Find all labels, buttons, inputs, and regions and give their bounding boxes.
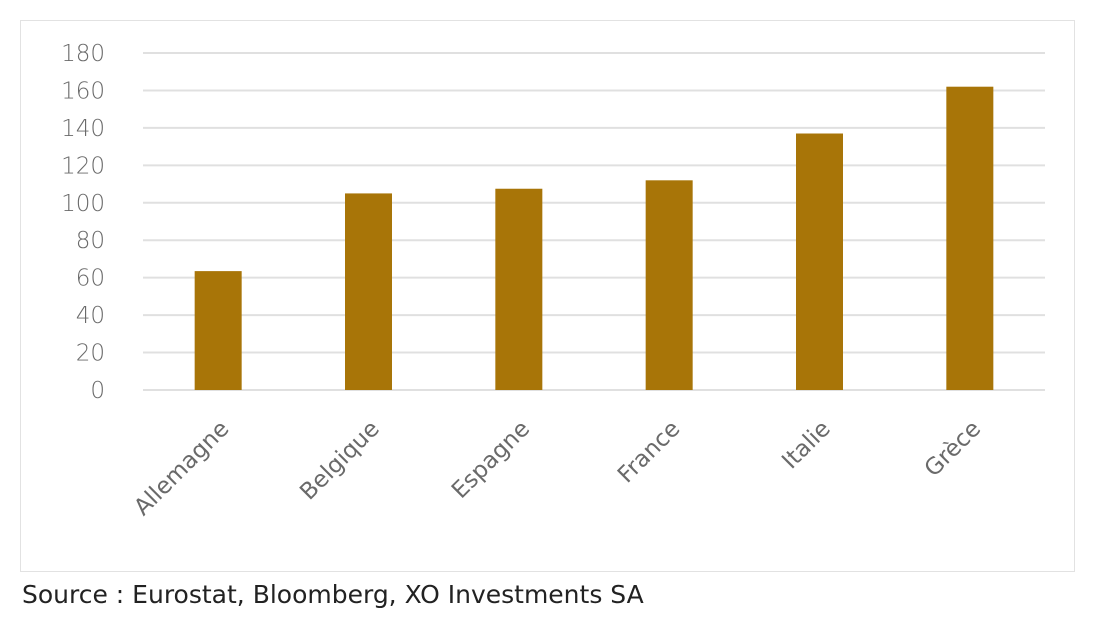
x-category-label: Grèce	[920, 416, 986, 482]
x-category-label: Allemagne	[129, 416, 234, 521]
x-category-label: France	[613, 416, 685, 488]
bar	[495, 188, 543, 390]
y-tick-label: 140	[61, 116, 105, 142]
bar	[946, 86, 994, 390]
bar	[796, 133, 843, 390]
y-tick-label: 20	[76, 341, 105, 367]
y-tick-label: 80	[76, 228, 105, 254]
y-tick-label: 120	[61, 153, 105, 179]
source-note: Source : Eurostat, Bloomberg, XO Investm…	[22, 580, 644, 609]
y-tick-label: 100	[61, 191, 105, 217]
y-tick-label: 180	[61, 41, 105, 67]
chart-frame	[20, 20, 1075, 572]
bar	[645, 180, 693, 390]
bar	[345, 193, 392, 390]
y-tick-label: 0	[90, 378, 105, 404]
x-category-label: Italie	[777, 416, 836, 475]
y-tick-label: 60	[76, 266, 105, 292]
x-category-label: Belgique	[295, 416, 385, 506]
y-tick-label: 160	[61, 78, 105, 104]
bar	[194, 271, 242, 390]
y-tick-label: 40	[76, 303, 105, 329]
x-category-label: Espagne	[447, 416, 535, 504]
